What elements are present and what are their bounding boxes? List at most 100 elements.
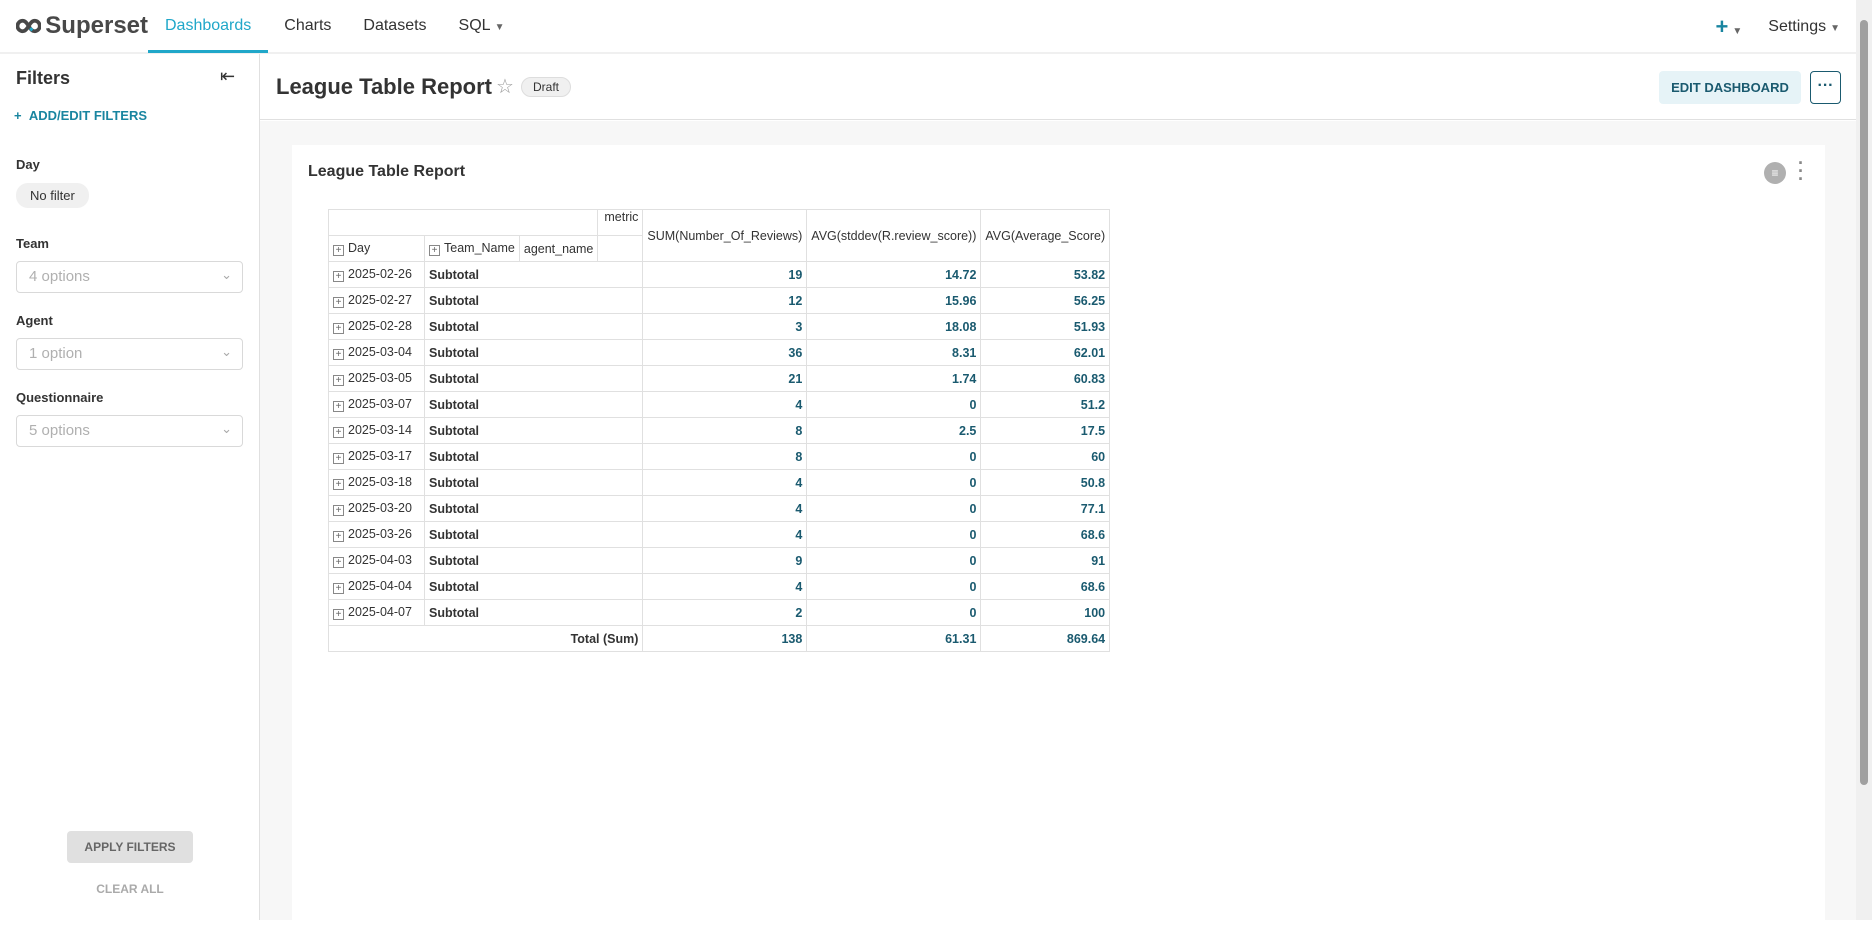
expand-icon[interactable]: + [333,453,344,464]
day-cell[interactable]: +2025-03-20 [328,495,425,522]
star-icon[interactable]: ☆ [496,76,514,98]
day-cell[interactable]: +2025-02-28 [328,313,425,340]
table-row: +2025-04-04 Subtotal 4 0 68.6 [328,573,1111,600]
team-header[interactable]: + Team_Name [424,235,520,262]
expand-icon[interactable]: + [333,245,344,256]
nav-dashboards[interactable]: Dashboards [148,0,269,53]
more-options-button[interactable]: ··· [1810,71,1841,104]
scrollbar-thumb[interactable] [1860,20,1868,785]
add-edit-filters-button[interactable]: + ADD/EDIT FILTERS [14,108,148,123]
day-filter-value[interactable]: No filter [16,183,89,208]
subtotal-label: Subtotal [423,339,644,366]
reviews-sum-cell: 4 [642,469,808,496]
expand-icon[interactable]: + [333,323,344,334]
settings-menu[interactable]: Settings ▼ [1768,18,1840,36]
day-cell[interactable]: +2025-02-26 [328,261,425,288]
average-score-cell: 100 [980,599,1111,626]
team-select[interactable]: 4 options ⌄ [16,261,243,293]
clear-all-button[interactable]: CLEAR ALL [96,882,164,896]
table-row: +2025-02-28 Subtotal 3 18.08 51.93 [328,313,1111,340]
dashboard-title[interactable]: League Table Report [276,74,492,99]
chart-card: League Table Report ≡ · · · metric SUM(Num… [292,145,1825,935]
average-score-cell: 60 [980,443,1111,470]
day-cell[interactable]: +2025-04-03 [328,547,425,574]
reviews-sum-cell: 4 [642,391,808,418]
nav-datasets[interactable]: Datasets [363,17,427,34]
expand-icon[interactable]: + [333,557,344,568]
apply-filters-button[interactable]: APPLY FILTERS [67,831,193,863]
stddev-avg-cell: 0 [806,521,982,548]
chart-title[interactable]: League Table Report [308,163,466,180]
expand-icon[interactable]: + [333,375,344,386]
expand-icon[interactable]: + [333,401,344,412]
stddev-avg-cell: 14.72 [806,261,982,288]
day-cell[interactable]: +2025-03-18 [328,469,425,496]
superset-logo[interactable]: Superset [16,12,148,40]
chevron-down-icon: ⌄ [221,267,232,282]
day-cell[interactable]: +2025-02-27 [328,287,425,314]
expand-icon[interactable]: + [333,583,344,594]
subtotal-label: Subtotal [423,547,644,574]
table-row: +2025-02-27 Subtotal 12 15.96 56.25 [328,287,1111,314]
reviews-sum-cell: 8 [642,417,808,444]
day-cell[interactable]: +2025-03-05 [328,365,425,392]
expand-icon[interactable]: + [333,531,344,542]
stddev-avg-cell: 0 [806,573,982,600]
new-menu[interactable]: + ▼ [1716,14,1743,40]
expand-icon[interactable]: + [333,609,344,620]
col-header-0[interactable]: SUM(Number_Of_Reviews) [642,209,808,262]
reviews-sum-cell: 4 [642,573,808,600]
expand-icon[interactable]: + [333,271,344,282]
day-value: 2025-03-17 [348,449,412,463]
agent-select[interactable]: 1 option ⌄ [16,338,243,370]
day-cell[interactable]: +2025-03-26 [328,521,425,548]
expand-icon[interactable]: + [429,245,440,256]
filter-label-team: Team [16,236,49,251]
top-nav: Superset Dashboards Charts Datasets SQL ▼… [0,0,1856,54]
chart-menu-icon[interactable]: · · · [1798,153,1804,189]
day-cell[interactable]: +2025-03-14 [328,417,425,444]
day-cell[interactable]: +2025-03-07 [328,391,425,418]
day-cell[interactable]: +2025-04-07 [328,599,425,626]
chevron-down-icon: ⌄ [221,344,232,359]
nav-sql-label: SQL [458,17,491,34]
expand-icon[interactable]: + [333,349,344,360]
expand-icon[interactable]: + [333,505,344,516]
caret-down-icon: ▼ [1830,23,1840,34]
draft-badge[interactable]: Draft [521,77,572,97]
stddev-avg-cell: 1.74 [806,365,982,392]
col-header-1[interactable]: AVG(stddev(R.review_score)) [806,209,982,262]
edit-dashboard-button[interactable]: EDIT DASHBOARD [1659,71,1801,104]
nav-sql[interactable]: SQL ▼ [443,0,521,53]
table-row: +2025-03-26 Subtotal 4 0 68.6 [328,521,1111,548]
day-cell[interactable]: +2025-03-04 [328,339,425,366]
pivot-table: metric SUM(Number_Of_Reviews) AVG(stddev… [327,209,1111,652]
subtotal-label: Subtotal [423,443,644,470]
page-scrollbar[interactable] [1856,0,1872,920]
average-score-cell: 60.83 [980,365,1111,392]
infinity-logo-icon [16,18,42,34]
stddev-avg-cell: 8.31 [806,339,982,366]
stddev-avg-cell: 0 [806,443,982,470]
collapse-sidebar-icon[interactable]: ⇤ [220,66,236,86]
table-row: +2025-04-03 Subtotal 9 0 91 [328,547,1111,574]
day-value: 2025-03-18 [348,475,412,489]
day-cell[interactable]: +2025-04-04 [328,573,425,600]
day-header[interactable]: + Day [328,235,425,262]
dashboard-header: League Table Report ☆ Draft EDIT DASHBOA… [260,54,1856,120]
average-score-cell: 51.2 [980,391,1111,418]
expand-icon[interactable]: + [333,297,344,308]
subtotal-label: Subtotal [423,417,644,444]
reviews-sum-cell: 3 [642,313,808,340]
col-header-2[interactable]: AVG(Average_Score) [980,209,1111,262]
subtotal-label: Subtotal [423,261,644,288]
day-cell[interactable]: +2025-03-17 [328,443,425,470]
questionnaire-select[interactable]: 5 options ⌄ [16,415,243,447]
expand-icon[interactable]: + [333,479,344,490]
reviews-sum-cell: 21 [642,365,808,392]
subtotal-label: Subtotal [423,495,644,522]
expand-icon[interactable]: + [333,427,344,438]
average-score-cell: 17.5 [980,417,1111,444]
nav-charts[interactable]: Charts [284,17,332,34]
filter-indicator-icon[interactable]: ≡ [1764,162,1786,184]
